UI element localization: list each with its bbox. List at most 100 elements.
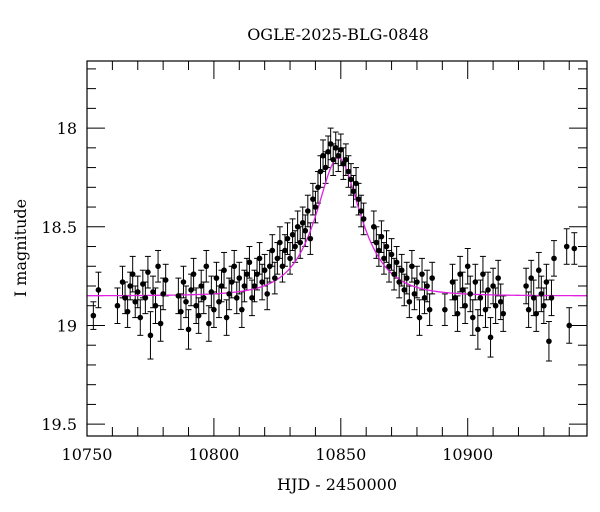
- data-point: [297, 239, 303, 246]
- data-point: [206, 320, 212, 327]
- data-point: [236, 275, 243, 281]
- data-point: [289, 231, 296, 238]
- data-point: [350, 188, 357, 195]
- model-curve: [87, 157, 588, 297]
- data-point: [332, 145, 339, 151]
- data-point: [284, 235, 291, 242]
- data-point: [551, 255, 557, 262]
- data-point: [345, 168, 352, 175]
- data-point: [454, 310, 461, 317]
- data-point: [241, 283, 248, 289]
- x-tick-label: 10800: [188, 445, 239, 464]
- data-point: [492, 302, 499, 309]
- data-point: [322, 164, 329, 171]
- data-point: [127, 283, 133, 289]
- data-point: [409, 263, 415, 270]
- data-point: [546, 338, 552, 345]
- y-tick-labels: 18 18.5 19 19.5: [41, 119, 77, 434]
- data-point: [388, 251, 395, 258]
- data-point: [119, 279, 126, 285]
- data-point: [426, 306, 433, 313]
- data-point: [305, 208, 311, 214]
- data-point: [376, 247, 382, 254]
- data-point: [335, 152, 342, 159]
- data-point: [338, 147, 344, 153]
- data-point: [244, 271, 250, 277]
- data-point: [416, 314, 423, 321]
- data-point: [353, 180, 359, 187]
- data-point: [571, 245, 578, 252]
- data-point: [132, 298, 139, 305]
- data-point: [530, 295, 537, 301]
- data-point: [396, 279, 402, 285]
- data-point: [211, 306, 217, 313]
- data-point: [315, 184, 321, 191]
- data-point: [348, 176, 354, 183]
- data-point: [358, 208, 364, 214]
- data-point: [175, 293, 182, 299]
- data-point: [312, 204, 319, 210]
- data-point: [373, 239, 380, 246]
- data-point: [216, 298, 222, 305]
- data-point: [246, 259, 253, 266]
- data-point: [452, 295, 458, 301]
- data-point: [279, 263, 286, 270]
- data-point: [292, 243, 298, 250]
- data-point: [343, 156, 349, 163]
- data-point: [490, 283, 496, 289]
- y-tick-label: 19: [57, 316, 77, 335]
- data-point: [403, 275, 410, 281]
- data-point: [114, 302, 121, 309]
- data-point: [213, 275, 220, 281]
- data-point: [487, 334, 494, 341]
- data-point: [541, 302, 547, 309]
- data-point: [325, 148, 331, 155]
- data-point: [145, 269, 151, 275]
- data-point: [264, 291, 271, 297]
- data-point: [355, 196, 362, 202]
- data-point: [307, 235, 314, 242]
- data-point: [195, 312, 202, 319]
- data-point: [160, 291, 166, 297]
- data-point: [251, 283, 258, 289]
- data-point: [467, 291, 474, 297]
- data-point: [124, 308, 131, 315]
- data-point: [294, 223, 301, 230]
- data-point: [231, 263, 238, 270]
- data-point: [497, 298, 504, 305]
- data-point: [134, 289, 141, 295]
- data-point: [193, 302, 199, 309]
- data-point: [178, 308, 184, 315]
- x-tick-label: 10900: [442, 445, 493, 464]
- data-point: [548, 295, 555, 301]
- data-point: [218, 283, 225, 289]
- y-tick-label: 19.5: [41, 415, 77, 434]
- data-point: [371, 223, 377, 230]
- data-point: [535, 267, 542, 274]
- y-tick-label: 18.5: [41, 218, 77, 237]
- data-point: [142, 295, 149, 301]
- data-point: [457, 271, 463, 277]
- data-point: [129, 271, 136, 277]
- data-point: [180, 279, 187, 285]
- data-point: [185, 326, 192, 333]
- data-point: [500, 310, 507, 317]
- data-point: [254, 271, 260, 277]
- data-point: [429, 275, 435, 281]
- data-point: [469, 314, 476, 321]
- data-point: [480, 271, 486, 277]
- data-point: [183, 298, 189, 305]
- data-point: [495, 275, 501, 281]
- data-point: [256, 255, 263, 262]
- x-tick-label: 10850: [315, 445, 366, 464]
- error-bars: [90, 127, 578, 362]
- data-point: [223, 314, 230, 321]
- data-point: [203, 263, 210, 270]
- data-point: [459, 287, 466, 293]
- data-point: [122, 295, 128, 301]
- data-point: [272, 275, 278, 281]
- data-point: [269, 247, 276, 254]
- data-point: [157, 320, 164, 327]
- data-point: [233, 295, 240, 301]
- data-point: [137, 314, 144, 321]
